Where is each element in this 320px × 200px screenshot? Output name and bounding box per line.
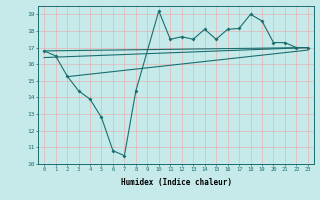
X-axis label: Humidex (Indice chaleur): Humidex (Indice chaleur) [121,178,231,187]
